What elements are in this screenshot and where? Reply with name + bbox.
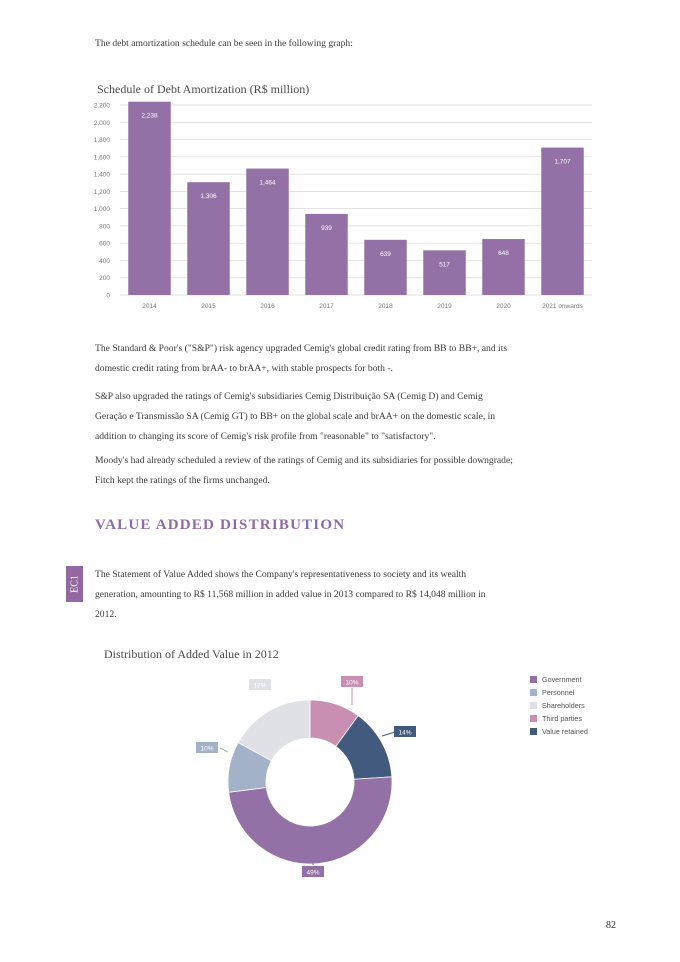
donut-legend: Government Personnel Shareholders Third par… (530, 673, 630, 738)
intro-text: The debt amortization schedule can be se… (95, 38, 353, 49)
donut-data-label: 49% (306, 870, 319, 877)
legend-item: Personnel (530, 686, 630, 699)
bar-data-label: 517 (439, 261, 450, 268)
legend-swatch (530, 689, 537, 696)
y-tick-label: 0 (106, 293, 110, 300)
bar-2018 (364, 239, 407, 295)
bar-data-label: 2,238 (141, 113, 158, 120)
y-tick-label: 1,200 (94, 189, 111, 196)
y-tick-label: 2,200 (94, 103, 111, 110)
paragraph-moodys: Moody's had already scheduled a review o… (95, 455, 513, 486)
y-tick-label: 1,400 (94, 172, 111, 179)
donut-label-box (249, 679, 271, 690)
x-tick-label: 2020 (496, 303, 511, 310)
debt-amortization-chart: 0 200 400 600 800 1,000 1,200 1,400 1,600 1,800 2,… (94, 101, 592, 310)
bar-data-label: 1,464 (259, 180, 276, 187)
value-added-paragraph: The Statement of Value Added shows the C… (95, 569, 486, 620)
legend-item: Government (530, 673, 630, 686)
section-heading: VALUE ADDED DISTRIBUTION (95, 517, 346, 533)
bar-2015 (187, 182, 230, 295)
donut-leader-line (381, 731, 396, 737)
bar-data-label: 639 (380, 251, 391, 258)
x-tick-label: 2019 (437, 303, 452, 310)
bar-2021-onwards (541, 147, 584, 295)
legend-item: Shareholders (530, 699, 630, 712)
legend-label: Third parties (542, 714, 582, 723)
x-tick-label: 2016 (260, 303, 275, 310)
legend-label: Shareholders (542, 701, 585, 710)
donut-label-box (341, 676, 363, 687)
donut-label-box (394, 726, 416, 737)
y-tick-label: 1,000 (94, 206, 111, 213)
y-tick-label: 1,800 (94, 137, 111, 144)
donut-data-label: 14% (398, 730, 411, 737)
legend-swatch (530, 702, 537, 709)
legend-item: Third parties (530, 712, 630, 725)
donut-data-label: 10% (200, 746, 213, 753)
side-tab-label: EC1 (69, 575, 80, 593)
legend-swatch (530, 728, 537, 735)
y-tick-label: 2,000 (94, 120, 111, 127)
bar-2020 (482, 239, 525, 295)
y-tick-label: 200 (99, 275, 110, 282)
y-tick-label: 600 (99, 241, 110, 248)
legend-label: Value retained (542, 727, 588, 736)
bar-2019 (423, 250, 466, 295)
y-tick-label: 400 (99, 258, 110, 265)
donut-data-label: 10% (345, 680, 358, 687)
x-tick-label: 2018 (378, 303, 393, 310)
paragraph-subsidiaries: S&P also upgraded the ratings of Cemig's… (95, 391, 496, 442)
bar-chart-title: Schedule of Debt Amortization (R$ millio… (97, 82, 310, 96)
donut-leader-line (219, 747, 229, 753)
donut-chart-title: Distribution of Added Value in 2012 (104, 647, 279, 661)
y-tick-label: 1,600 (94, 154, 111, 161)
legend-label: Government (542, 675, 582, 684)
bar-data-label: 1,306 (200, 193, 217, 200)
bar-data-label: 1,707 (554, 159, 571, 166)
legend-label: Personnel (542, 688, 575, 697)
page-number: 82 (606, 920, 616, 931)
bar-2014 (128, 101, 171, 295)
donut-label-box (196, 742, 218, 753)
donut-slice-shareholders (237, 699, 311, 762)
legend-swatch (530, 676, 537, 683)
x-tick-label: 2015 (201, 303, 216, 310)
paragraph-sp-upgrade: The Standard & Poor's ("S&P") risk agenc… (95, 343, 508, 374)
bar-data-label: 648 (498, 250, 509, 257)
bar-2017 (305, 213, 348, 295)
y-tick-label: 800 (99, 223, 110, 230)
bar-2016 (246, 168, 289, 295)
donut-slice-government (228, 776, 393, 865)
donut-data-label: 17% (253, 683, 266, 690)
x-tick-label: 2017 (319, 303, 334, 310)
legend-item: Value retained (530, 725, 630, 738)
side-tab: EC1 (66, 566, 83, 602)
x-tick-label: 2014 (142, 303, 157, 310)
x-tick-label: 2021 onwards (542, 303, 584, 310)
legend-swatch (530, 715, 537, 722)
added-value-donut-chart: 10% 14% 49% 10% 17% (196, 676, 416, 877)
donut-label-box (302, 866, 324, 877)
bar-data-label: 939 (321, 225, 332, 232)
